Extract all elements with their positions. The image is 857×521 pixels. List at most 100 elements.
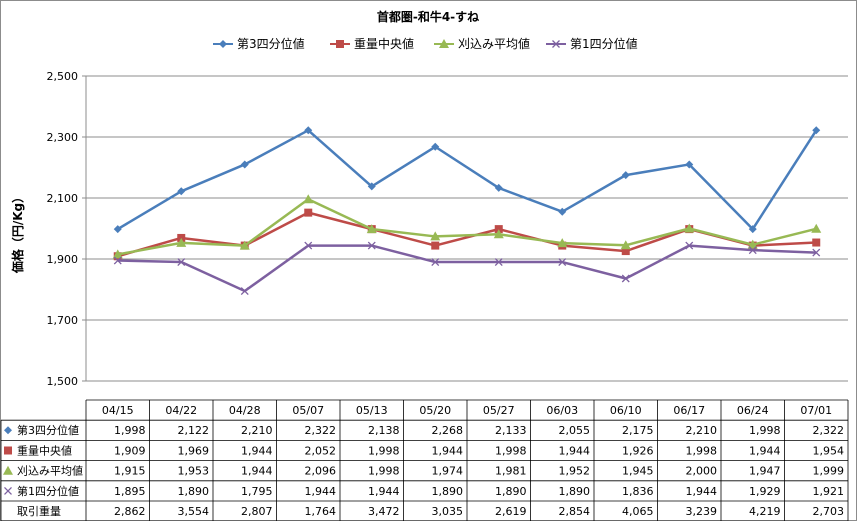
data-point <box>621 247 630 256</box>
data-point <box>113 256 122 265</box>
legend-label: 刈込み平均値 <box>458 36 530 51</box>
table-cell: 1,954 <box>813 444 845 457</box>
data-point <box>430 231 441 241</box>
data-point <box>431 241 440 250</box>
data-point <box>366 224 377 234</box>
table-cell: 1,795 <box>241 485 273 498</box>
y-tick-label: 1,700 <box>47 314 79 327</box>
table-row-label: 第1四分位値 <box>17 484 79 498</box>
data-point <box>748 246 757 255</box>
series-line <box>117 197 817 256</box>
data-point <box>240 287 249 295</box>
table-cell: 1,929 <box>749 485 781 498</box>
table-cell: 2,122 <box>178 424 210 437</box>
series-3 <box>112 194 822 259</box>
series-4 <box>113 241 821 295</box>
x-tick-label: 05/20 <box>419 404 451 417</box>
data-point <box>684 223 695 233</box>
series-1 <box>113 126 821 234</box>
legend-label: 第1四分位値 <box>570 36 638 51</box>
series-line <box>117 244 817 293</box>
table-cell: 3,035 <box>432 505 464 518</box>
data-point <box>177 187 186 196</box>
table-cell: 1,969 <box>178 444 210 457</box>
y-axis-ticks: 1,500 1,700 1,900 2,100 2,300 2,500 <box>47 70 79 388</box>
table-row-label: 第3四分位値 <box>17 423 79 437</box>
table-cell: 1,998 <box>495 444 527 457</box>
gridlines <box>82 75 848 382</box>
table-cell: 2,703 <box>813 505 845 518</box>
table-cell: 3,239 <box>686 505 718 518</box>
data-point <box>367 241 376 250</box>
table-cell: 1,890 <box>178 485 210 498</box>
table-cell: 1,974 <box>432 465 464 478</box>
legend-marker <box>439 39 449 48</box>
data-point <box>240 160 249 169</box>
x-tick-label: 06/10 <box>610 404 642 417</box>
data-point <box>812 126 821 135</box>
x-tick-label: 06/03 <box>546 404 578 417</box>
table-cell: 2,807 <box>241 505 273 518</box>
data-point <box>685 160 694 169</box>
x-tick-label: 06/24 <box>737 404 769 417</box>
data-point <box>747 239 758 249</box>
table-cell: 1,836 <box>622 485 654 498</box>
table-cell: 1,944 <box>749 444 781 457</box>
table-cell: 1,926 <box>622 444 654 457</box>
table-row-label: 重量中央値 <box>17 443 72 457</box>
y-tick-label: 1,500 <box>47 375 79 388</box>
table-cell: 1,998 <box>686 444 718 457</box>
series-layer <box>112 126 822 295</box>
table-cell: 1,944 <box>432 444 464 457</box>
table-cell: 1,944 <box>686 485 718 498</box>
data-point <box>494 183 503 192</box>
data-point <box>621 274 630 283</box>
table-cell: 1,998 <box>368 465 400 478</box>
table-cell: 2,322 <box>305 424 337 437</box>
data-point <box>493 229 504 239</box>
data-point <box>620 240 631 250</box>
data-point <box>431 258 440 267</box>
table-cell: 2,138 <box>368 424 400 437</box>
data-point <box>304 241 313 250</box>
table-cell: 1,915 <box>114 465 146 478</box>
table-cell: 1,895 <box>114 485 146 498</box>
data-point <box>112 249 123 259</box>
legend-label: 第3四分位値 <box>237 36 305 51</box>
table-cell: 1,764 <box>305 505 337 518</box>
data-point <box>494 225 503 234</box>
table-cell: 3,554 <box>178 505 210 518</box>
table-cell: 1,998 <box>368 444 400 457</box>
table-cell: 2,210 <box>686 424 718 437</box>
table-cell: 1,890 <box>495 485 527 498</box>
series-line <box>117 129 818 231</box>
table-cell: 1,890 <box>432 485 464 498</box>
table-cell: 1,998 <box>114 424 146 437</box>
data-point <box>812 248 821 257</box>
data-table: 04/15 04/22 04/28 05/07 05/13 05/20 05/27 06/03… <box>0 399 849 521</box>
legend-marker <box>336 40 344 48</box>
table-cell: 2,619 <box>495 505 527 518</box>
x-tick-label: 04/28 <box>229 404 261 417</box>
table-cell: 2,175 <box>622 424 654 437</box>
data-point <box>685 241 694 250</box>
table-cell: 1,944 <box>241 465 273 478</box>
data-point <box>304 208 313 217</box>
table-row-label: 取引重量 <box>17 504 61 518</box>
table-cell: 2,000 <box>686 465 718 478</box>
x-tick-label: 05/27 <box>483 404 515 417</box>
table-cell: 1,944 <box>305 485 337 498</box>
table-cell: 1,921 <box>813 485 845 498</box>
table-cell: 2,052 <box>305 444 337 457</box>
table-cell: 4,065 <box>622 505 654 518</box>
data-point <box>239 240 250 250</box>
data-point <box>557 238 568 248</box>
table-legend-marker <box>4 486 12 495</box>
table-cell: 1,945 <box>622 465 654 478</box>
x-tick-label: 04/22 <box>165 404 197 417</box>
table-cell: 2,210 <box>241 424 273 437</box>
table-cell: 2,862 <box>114 505 146 518</box>
chart-title: 首都圏-和牛4-すね <box>377 9 479 24</box>
data-point <box>367 182 376 191</box>
